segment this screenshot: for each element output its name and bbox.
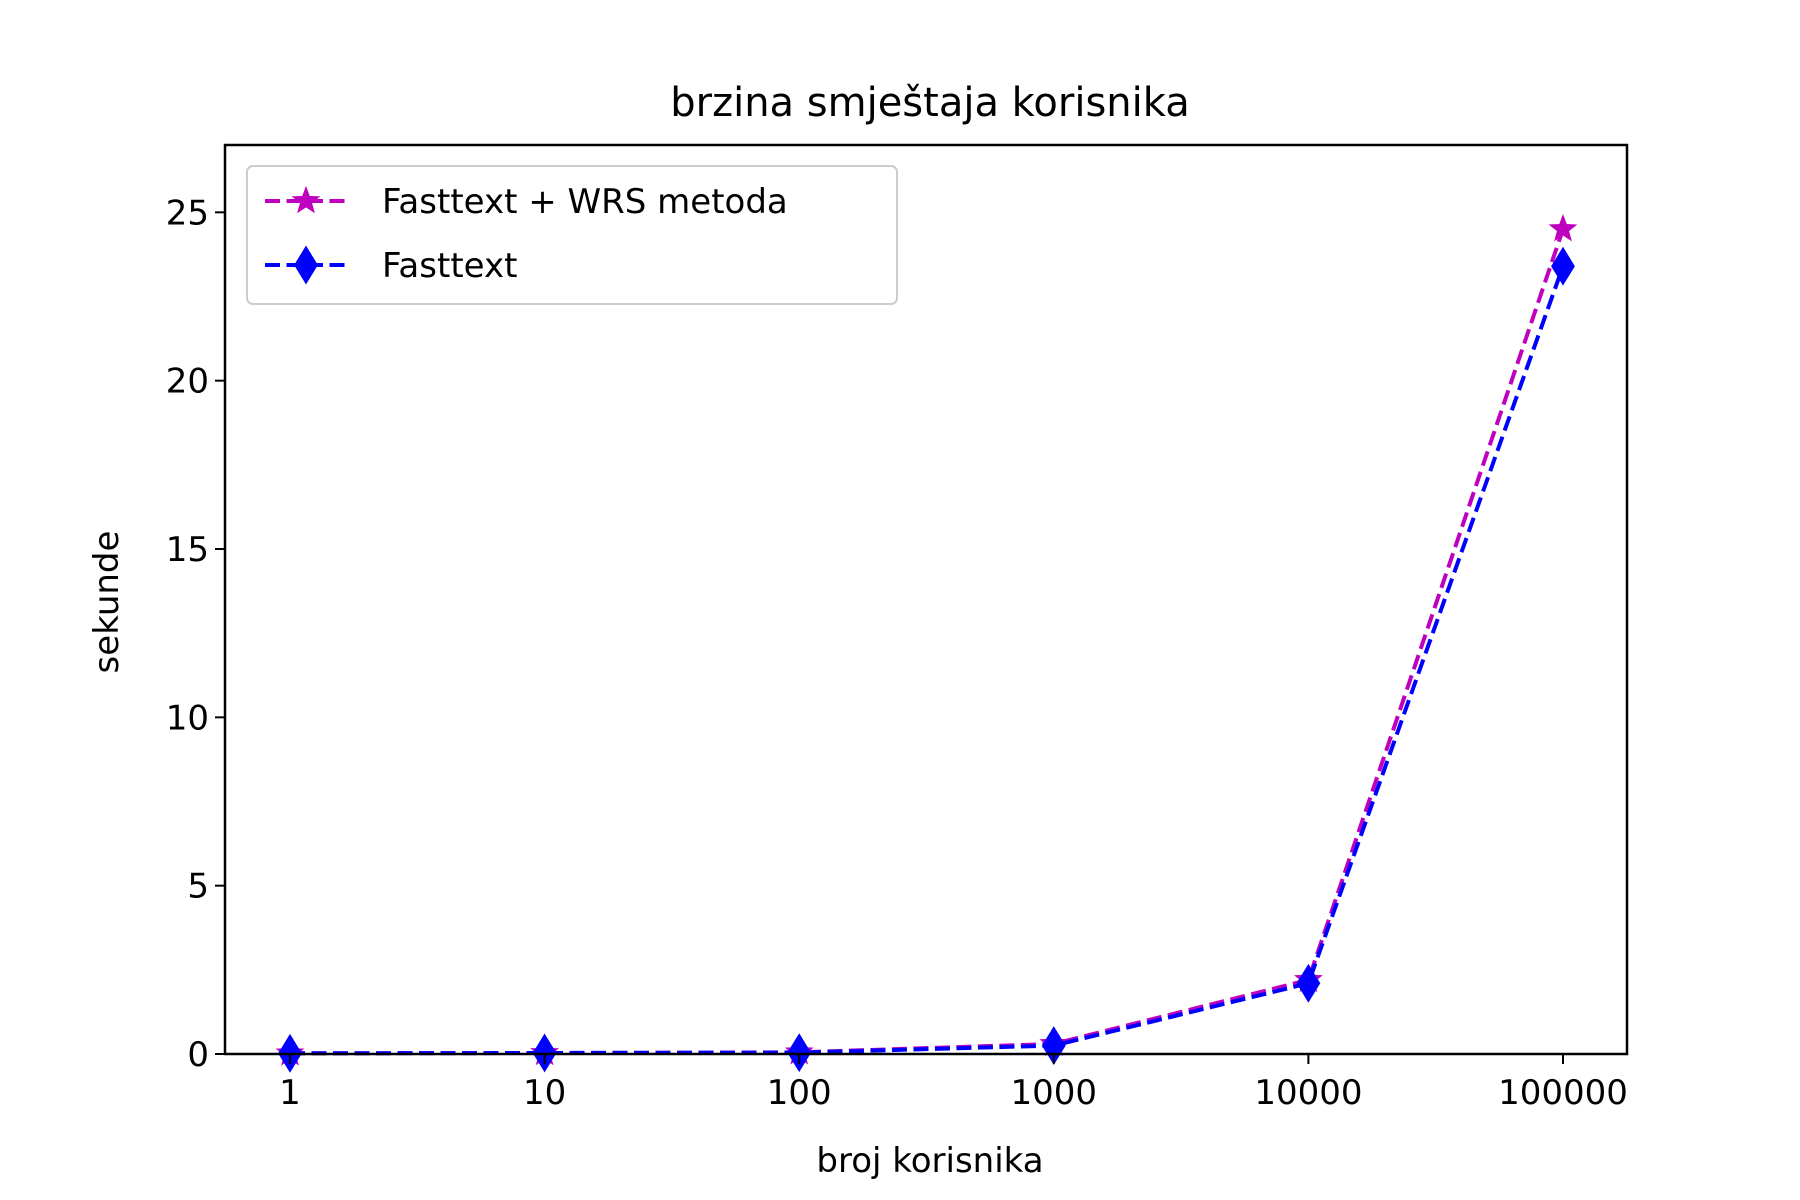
x-tick-label: 100000 bbox=[1498, 1073, 1628, 1113]
y-tick-label: 10 bbox=[166, 698, 209, 738]
x-tick-label: 1000 bbox=[1011, 1073, 1098, 1113]
series-line bbox=[289, 228, 1565, 1056]
x-tick-label: 100 bbox=[767, 1073, 832, 1113]
legend-marker bbox=[294, 245, 318, 285]
data-point bbox=[1296, 963, 1321, 1003]
y-tick-label: 25 bbox=[166, 193, 209, 233]
y-axis-label: sekunde bbox=[87, 531, 127, 674]
plot-frame bbox=[223, 143, 1629, 1056]
legend-marker bbox=[291, 185, 321, 214]
y-tick-label: 20 bbox=[166, 362, 209, 402]
x-tick-label: 10 bbox=[523, 1073, 566, 1113]
x-tick-label: 1 bbox=[279, 1073, 301, 1113]
series-line bbox=[289, 265, 1565, 1056]
data-point bbox=[1548, 214, 1578, 242]
y-tick-label: 0 bbox=[187, 1035, 209, 1075]
y-tick-label: 5 bbox=[187, 867, 209, 907]
legend-item: Fasttext bbox=[265, 245, 517, 286]
legend: Fasttext + WRS metoda Fasttext bbox=[246, 165, 898, 305]
series-1 bbox=[275, 214, 1578, 1066]
legend-box bbox=[246, 165, 898, 305]
y-tick-label: 15 bbox=[166, 530, 209, 570]
x-axis-label: broj korisnika bbox=[816, 1141, 1043, 1181]
chart-title: brzina smještaja korisnika bbox=[670, 80, 1189, 126]
data-point bbox=[1551, 246, 1575, 286]
plot-area: 1 10 100 1000 10000 100000 0 5 10 15 20 25 Fasttext … bbox=[166, 143, 1629, 1113]
legend-label: Fasttext bbox=[382, 246, 517, 286]
legend-item: Fasttext + WRS metoda bbox=[265, 182, 788, 222]
x-tick-label: 10000 bbox=[1254, 1073, 1362, 1113]
data-point bbox=[787, 1033, 812, 1073]
legend-label: Fasttext + WRS metoda bbox=[382, 182, 788, 222]
series-2 bbox=[278, 246, 1575, 1073]
